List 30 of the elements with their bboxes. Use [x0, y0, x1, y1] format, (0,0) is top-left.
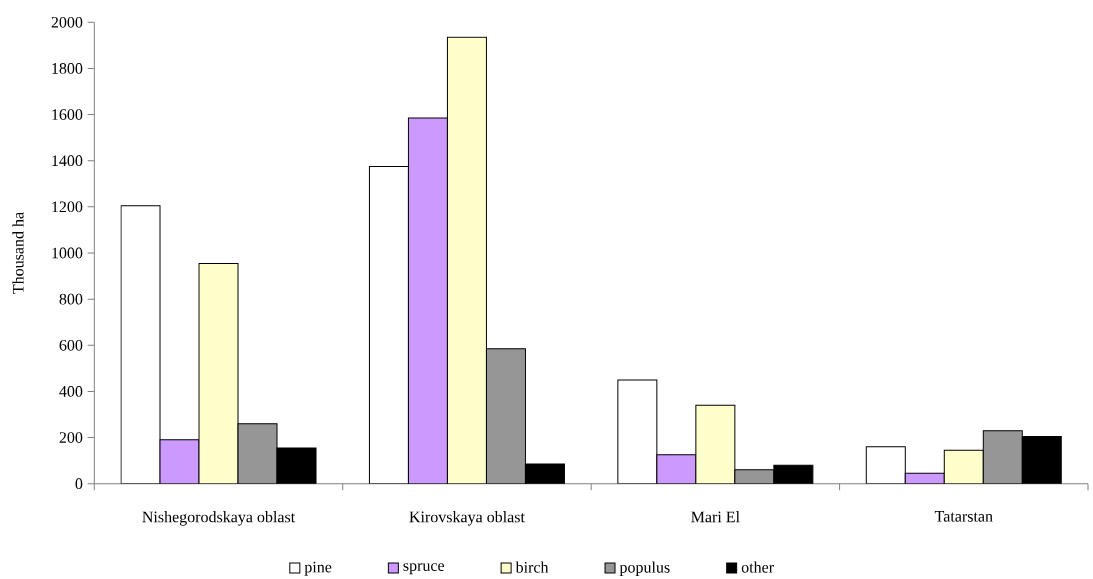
- bar: [159, 439, 200, 484]
- x-tick-label: Kirovskaya oblast: [409, 511, 525, 526]
- y-tick-label: 1800: [52, 63, 83, 74]
- legend-label: other: [741, 561, 774, 573]
- bar: [695, 404, 736, 484]
- y-tick-label: 2000: [51, 16, 83, 28]
- y-axis-title: Thousand ha: [12, 212, 24, 294]
- legend-label: spruce: [403, 563, 445, 575]
- legend-label: birch: [515, 561, 549, 573]
- bar: [446, 36, 487, 484]
- x-tick-label: Nishegorodskaya oblast: [142, 511, 296, 526]
- bar: [982, 430, 1023, 484]
- x-tick-label: Tatarstan: [934, 511, 993, 522]
- bar: [237, 423, 278, 484]
- y-tick-label: 200: [59, 432, 83, 443]
- legend-label: populus: [619, 561, 670, 576]
- bar: [198, 262, 239, 484]
- y-tick-label: 1000: [52, 247, 83, 259]
- y-tick-label: 1600: [52, 109, 83, 120]
- legend-label: pine: [304, 561, 332, 576]
- y-tick-label: 1400: [52, 155, 83, 167]
- y-tick-label: 1200: [52, 201, 83, 213]
- y-tick-label: 800: [59, 293, 83, 305]
- y-tick-label: 0: [75, 478, 83, 490]
- y-tick-label: 400: [59, 386, 83, 397]
- x-tick-label: Mari El: [691, 511, 740, 523]
- bar: [407, 117, 448, 484]
- y-tick-label: 600: [59, 339, 83, 351]
- bar: [485, 348, 526, 484]
- bar: [943, 449, 984, 484]
